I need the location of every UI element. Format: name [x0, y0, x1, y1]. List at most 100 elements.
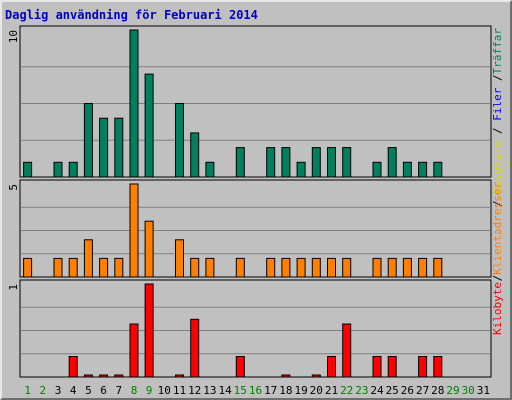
bar — [190, 257, 200, 278]
bar — [311, 374, 321, 378]
bar — [327, 257, 336, 278]
bar — [235, 356, 245, 378]
bar — [418, 257, 428, 278]
bar — [99, 117, 109, 178]
bar — [144, 220, 154, 278]
x-tick-label: 26 — [401, 384, 414, 397]
legend-item: / — [491, 275, 504, 282]
x-tick-label: 24 — [370, 384, 384, 397]
bar — [296, 161, 306, 178]
x-tick-label: 14 — [218, 384, 232, 397]
bar — [342, 147, 352, 178]
bar — [372, 356, 382, 378]
bar — [433, 161, 443, 178]
bar — [281, 257, 291, 278]
y-max-label: 1 — [7, 284, 20, 291]
bar — [387, 257, 397, 278]
x-tick-label: 2 — [39, 384, 46, 397]
bar — [114, 117, 124, 178]
bar — [281, 374, 291, 378]
panel-legend: /Klientadresser — [491, 182, 504, 282]
x-tick-label: 31 — [477, 384, 490, 397]
bar — [372, 257, 382, 278]
legend-item: Klientadresser — [491, 182, 504, 275]
bar — [175, 103, 184, 178]
panel-frame — [19, 279, 492, 378]
bar — [83, 239, 93, 278]
bar — [175, 374, 184, 378]
x-tick-label: 5 — [85, 384, 92, 397]
bar — [68, 161, 78, 178]
x-tick-label: 28 — [431, 384, 444, 397]
x-tick-label: 8 — [131, 384, 138, 397]
bar — [23, 161, 33, 178]
bar — [68, 356, 78, 378]
bar — [402, 161, 412, 178]
bar — [83, 374, 93, 378]
bar — [387, 356, 397, 378]
bar — [433, 257, 443, 278]
bar — [99, 374, 109, 378]
panel-frame — [19, 25, 492, 178]
legend-item: / — [491, 74, 504, 87]
y-max-label: 10 — [7, 30, 20, 43]
bar — [205, 161, 215, 178]
x-tick-label: 21 — [325, 384, 338, 397]
bar — [342, 257, 352, 278]
x-tick-label: 30 — [462, 384, 475, 397]
bar — [53, 161, 63, 178]
x-tick-label: 22 — [340, 384, 353, 397]
bar — [311, 257, 321, 278]
bar — [281, 147, 291, 178]
bar — [342, 323, 352, 378]
bar — [190, 132, 200, 178]
x-tick-label: 16 — [249, 384, 262, 397]
legend-item: Besökare — [491, 141, 504, 201]
bar — [327, 147, 336, 178]
x-tick-label: 6 — [100, 384, 107, 397]
x-tick-label: 25 — [386, 384, 399, 397]
legend-item: Träffar — [491, 28, 504, 75]
chart-title: Daglig användning för Februari 2014 — [5, 8, 258, 22]
bar — [68, 257, 78, 278]
x-tick-label: 15 — [234, 384, 247, 397]
x-tick-label: 19 — [294, 384, 307, 397]
bar — [190, 318, 200, 378]
bar — [83, 103, 93, 178]
x-tick-label: 20 — [310, 384, 323, 397]
x-tick-label: 9 — [146, 384, 153, 397]
x-tick-label: 4 — [70, 384, 77, 397]
bar — [144, 73, 154, 178]
x-tick-label: 7 — [115, 384, 122, 397]
x-tick-label: 23 — [355, 384, 368, 397]
bar — [129, 29, 139, 178]
x-tick-label: 11 — [173, 384, 186, 397]
panel-legend: / Besökare / Filer /Träffar — [491, 28, 504, 207]
x-tick-label: 18 — [279, 384, 292, 397]
x-tick-label: 10 — [158, 384, 171, 397]
bar — [387, 147, 397, 178]
bar — [311, 147, 321, 178]
bar — [327, 356, 336, 378]
y-max-label: 5 — [7, 184, 20, 191]
bar — [296, 257, 306, 278]
bar — [235, 147, 245, 178]
x-tick-label: 17 — [264, 384, 277, 397]
bar — [433, 356, 443, 378]
panel-legend: Kilobyte — [491, 282, 504, 335]
bar — [235, 257, 245, 278]
x-tick-label: 3 — [55, 384, 62, 397]
bar — [144, 283, 154, 378]
bar — [266, 257, 276, 278]
legend-item: / — [491, 127, 504, 140]
x-tick-label: 29 — [446, 384, 459, 397]
bar — [129, 183, 139, 278]
bar — [205, 257, 215, 278]
bar — [175, 239, 184, 278]
bar — [129, 323, 139, 378]
bar — [114, 257, 124, 278]
bar — [23, 257, 33, 278]
x-tick-label: 12 — [188, 384, 201, 397]
bar — [99, 257, 109, 278]
